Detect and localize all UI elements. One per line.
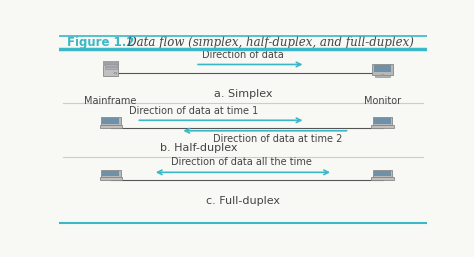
Bar <box>372 177 393 180</box>
Text: Figure 1.2: Figure 1.2 <box>66 36 134 49</box>
Bar <box>103 61 118 66</box>
Bar <box>102 171 119 177</box>
Text: Direction of data: Direction of data <box>202 50 284 60</box>
FancyBboxPatch shape <box>103 61 118 76</box>
Bar <box>105 67 117 69</box>
Text: c. Full-duplex: c. Full-duplex <box>206 196 280 206</box>
Bar <box>375 75 390 77</box>
Bar <box>101 117 120 125</box>
Text: Direction of data at time 2: Direction of data at time 2 <box>213 134 343 144</box>
Bar <box>101 170 120 177</box>
Text: b. Half-duplex: b. Half-duplex <box>160 143 237 153</box>
Text: Mainframe: Mainframe <box>84 96 137 106</box>
Bar <box>372 125 393 128</box>
Circle shape <box>114 72 117 74</box>
Bar <box>372 64 393 75</box>
Bar <box>373 117 392 125</box>
Text: Direction of data at time 1: Direction of data at time 1 <box>129 106 258 116</box>
Bar <box>374 118 391 124</box>
Bar <box>100 125 122 128</box>
Bar <box>373 170 392 177</box>
Text: Direction of data all the time: Direction of data all the time <box>171 157 311 167</box>
Text: Data flow (simplex, half-duplex, and full-duplex): Data flow (simplex, half-duplex, and ful… <box>116 36 414 49</box>
Bar <box>374 65 392 72</box>
Bar <box>374 171 391 177</box>
Text: Monitor: Monitor <box>364 96 401 106</box>
Bar <box>100 177 122 180</box>
Bar <box>381 74 384 76</box>
Bar <box>102 118 119 124</box>
Bar <box>105 64 117 66</box>
Text: a. Simplex: a. Simplex <box>214 89 272 99</box>
